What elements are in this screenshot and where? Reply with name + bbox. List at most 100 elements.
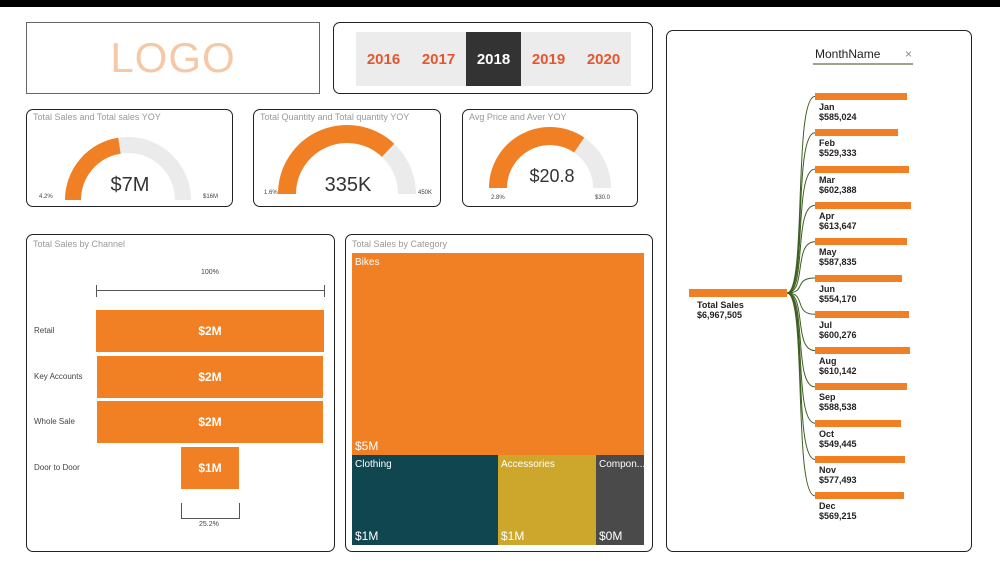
decomp-month-bar[interactable] xyxy=(815,201,911,209)
decomp-month-name: Jan xyxy=(819,102,835,112)
decomp-month-bar[interactable] xyxy=(815,165,910,173)
decomp-root-value: $6,967,505 xyxy=(697,310,743,320)
decomp-month-value: $529,333 xyxy=(819,148,857,159)
funnel-top-pct: 100% xyxy=(201,269,219,276)
funnel-label: Whole Sale xyxy=(34,417,75,426)
gauge-fill xyxy=(65,137,122,201)
gauge-price-value: $20.8 xyxy=(529,166,575,186)
gauge-sales-min: 4.2% xyxy=(39,194,53,200)
decomp-connectors xyxy=(786,96,816,497)
year-option-2017[interactable]: 2017 xyxy=(421,50,456,68)
category-treemap-title: Total Sales by Category xyxy=(352,239,448,249)
decomp-month-name: Apr xyxy=(819,210,835,221)
decomp-root-label: Total Sales xyxy=(697,300,744,310)
decomp-month-name: Jul xyxy=(819,319,833,330)
decomp-connector xyxy=(786,204,816,294)
logo-box: LOGO xyxy=(26,22,320,94)
decomp-month-value: $602,388 xyxy=(819,184,857,195)
decomp-connector xyxy=(786,132,816,294)
decomp-month-bar[interactable] xyxy=(815,419,901,427)
funnel-bottom-bracket-left xyxy=(181,503,182,519)
decomp-header-close-icon[interactable]: × xyxy=(905,47,913,61)
treemap-tile-clothing[interactable]: Clothing $1M xyxy=(352,455,498,545)
funnel-top-bracket xyxy=(96,290,324,291)
decomp-month-bar[interactable] xyxy=(815,456,906,463)
funnel-bar[interactable]: $2M xyxy=(96,356,324,398)
funnel-label: Key Accounts xyxy=(34,372,83,381)
top-border xyxy=(0,0,1000,7)
decomposition-tree-panel: MonthName × Total Sales $6,967,505 Jan $5… xyxy=(666,30,972,552)
gauge-price-arc xyxy=(489,127,611,189)
decomp-month-value: $610,142 xyxy=(819,366,857,377)
decomp-month-bar[interactable] xyxy=(815,310,909,318)
decomp-month-name: Dec xyxy=(819,501,836,512)
gauge-price-title: Avg Price and Aver YOY xyxy=(469,112,567,122)
decomp-month-bar[interactable] xyxy=(815,238,907,246)
year-option-2019[interactable]: 2019 xyxy=(531,50,566,68)
decomp-month-value: $569,215 xyxy=(819,511,857,522)
treemap-tile-accessories-value: $1M xyxy=(501,529,525,543)
funnel-label: Retail xyxy=(34,326,55,335)
year-option-2016[interactable]: 2016 xyxy=(366,50,401,68)
gauge-sales-value: $7M xyxy=(110,174,150,196)
decomp-header: MonthName xyxy=(815,47,881,61)
channel-funnel-panel: Total Sales by Channel 100% Retail $2M Key… xyxy=(26,234,335,552)
gauge-fill xyxy=(489,127,585,189)
treemap-tile-bikes-value: $5M xyxy=(355,439,379,453)
decomp-month-bar[interactable] xyxy=(815,347,911,355)
treemap-tile-bikes[interactable]: Bikes $5M xyxy=(352,253,644,455)
decomp-month-bar[interactable] xyxy=(815,129,898,137)
gauge-sales-max: $16M xyxy=(203,194,219,200)
logo: LOGO xyxy=(110,34,236,81)
decomp-month-bar[interactable] xyxy=(815,274,902,282)
funnel-bar[interactable]: $2M xyxy=(96,401,324,443)
year-option-2018[interactable]: 2018 xyxy=(466,32,521,86)
decomp-root-bar[interactable] xyxy=(689,289,787,297)
gauge-quantity-max: 450K xyxy=(418,190,433,196)
decomp-connector xyxy=(786,292,816,315)
funnel-bottom-bracket-right xyxy=(239,503,240,519)
decomp-month-value: $577,493 xyxy=(819,475,857,485)
gauge-sales-title: Total Sales and Total sales YOY xyxy=(33,112,161,122)
year-option-2020[interactable]: 2020 xyxy=(586,50,621,68)
gauge-sales-arc xyxy=(65,137,191,201)
treemap-tile-clothing-value: $1M xyxy=(355,529,379,543)
funnel-bar[interactable]: $2M xyxy=(96,310,324,352)
gauge-price: Avg Price and Aver YOY 2.8% $30.0 $20.8 xyxy=(462,109,638,207)
decomp-month-value: $613,647 xyxy=(819,220,857,231)
decomp-month-value: $554,170 xyxy=(819,293,857,304)
decomp-header-underline xyxy=(813,63,913,65)
decomp-month-value: $600,276 xyxy=(819,329,857,340)
decomp-month-bar[interactable] xyxy=(815,93,907,100)
gauge-quantity-arc xyxy=(278,125,416,195)
funnel-bottom-pct: 25.2% xyxy=(199,521,219,528)
gauge-quantity: Total Quantity and Total quantity YOY 1.… xyxy=(253,109,441,207)
treemap-tile-clothing-name: Clothing xyxy=(355,459,392,470)
treemap-tile-components[interactable]: Compon... $0M xyxy=(596,455,645,545)
decomp-month-name: Oct xyxy=(819,428,835,439)
decomp-month-name: Jun xyxy=(819,283,836,294)
decomp-month-value: $549,445 xyxy=(819,438,857,449)
decomp-month-bar[interactable] xyxy=(815,383,908,391)
decomp-month-value: $587,835 xyxy=(819,257,857,268)
gauge-quantity-value: 335K xyxy=(324,174,372,196)
treemap-tile-components-value: $0M xyxy=(599,529,623,543)
funnel-top-bracket-left xyxy=(96,285,97,297)
decomp-month-name: Mar xyxy=(819,174,836,185)
year-slicer: 2016 2017 2018 2019 2020 xyxy=(356,32,631,86)
treemap-tile-accessories-name: Accessories xyxy=(501,459,555,470)
category-treemap-panel: Total Sales by Category Bikes $5M Clothi… xyxy=(345,234,653,552)
decomp-month-name: Feb xyxy=(819,138,836,149)
funnel-bar[interactable]: $1M xyxy=(181,447,239,489)
decomp-month-value: $585,024 xyxy=(819,112,857,122)
treemap-tile-accessories[interactable]: Accessories $1M xyxy=(498,455,596,545)
decomp-connector xyxy=(786,277,816,294)
funnel-bottom-bracket xyxy=(181,518,240,519)
treemap-tile-bikes-name: Bikes xyxy=(355,257,380,268)
decomp-month-bar[interactable] xyxy=(815,492,905,500)
gauge-quantity-title: Total Quantity and Total quantity YOY xyxy=(260,112,410,122)
decomp-month-name: Sep xyxy=(819,392,836,403)
funnel-top-bracket-right xyxy=(324,285,325,297)
gauge-quantity-min: 1.6% xyxy=(264,190,278,196)
decomp-month-name: May xyxy=(819,247,837,258)
